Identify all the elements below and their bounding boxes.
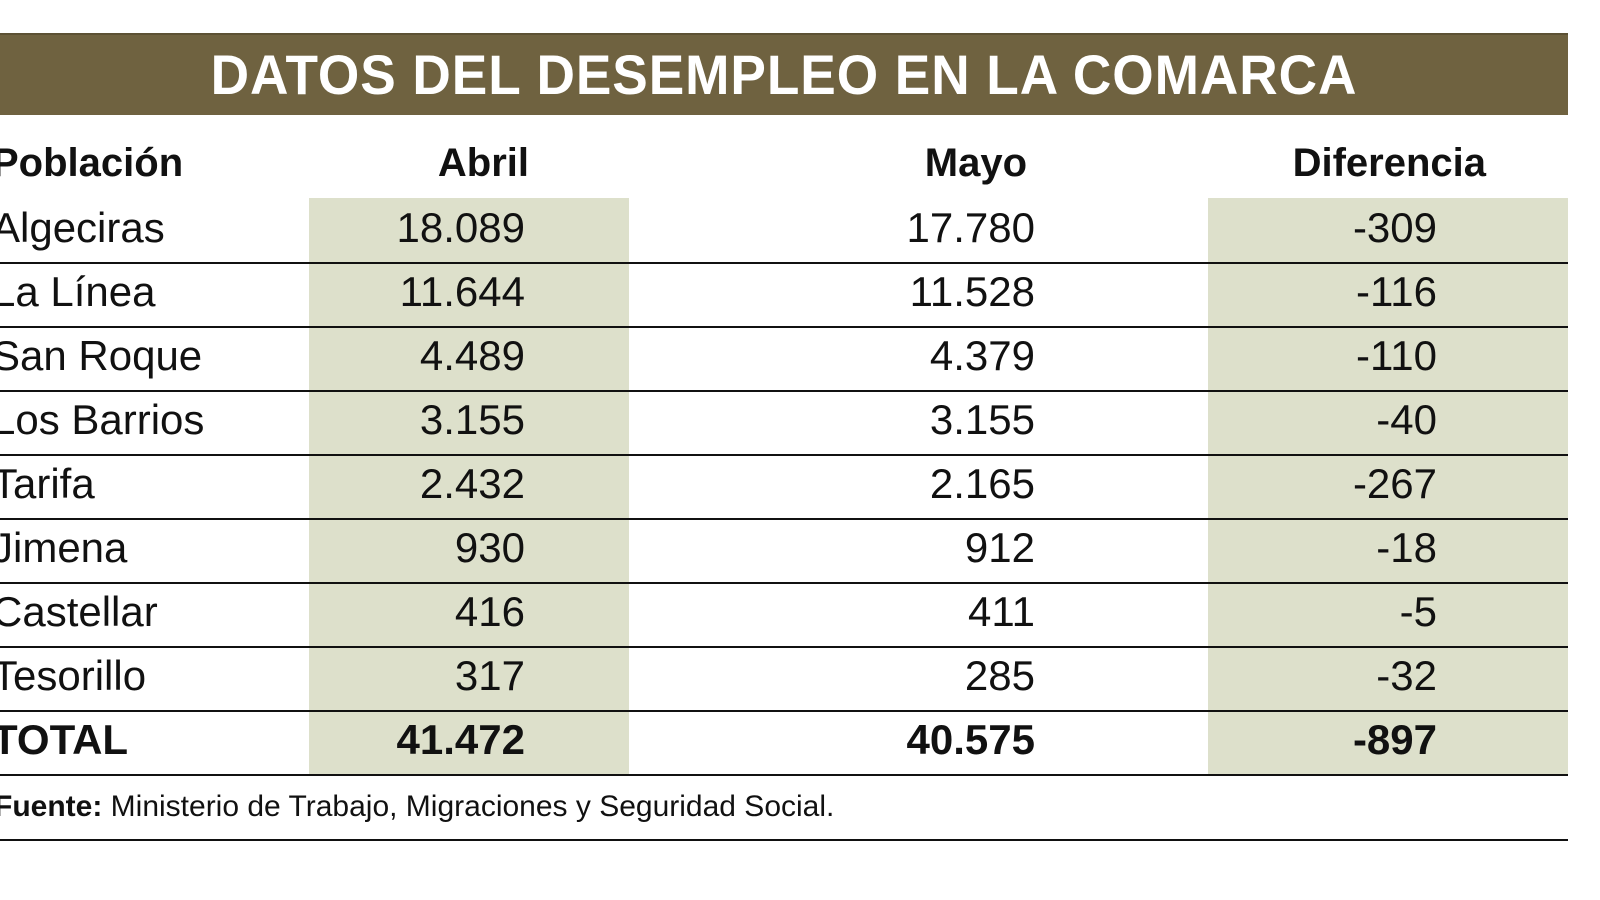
row-abril-cell: 2.432 xyxy=(419,460,525,507)
table-title: DATOS DEL DESEMPLEO EN LA COMARCA xyxy=(210,43,1358,106)
row-divider xyxy=(0,326,1568,328)
row-poblacion-cell: Los Barrios xyxy=(0,396,205,443)
header-mayo: Mayo xyxy=(924,141,1027,185)
total-mayo-cell: 40.575 xyxy=(906,716,1035,763)
title-banner: DATOS DEL DESEMPLEO EN LA COMARCA xyxy=(0,33,1568,115)
row-mayo-cell: 3.155 xyxy=(929,396,1035,443)
row-abril-cell: 317 xyxy=(454,652,525,699)
row-abril-cell: 11.644 xyxy=(399,268,525,315)
row-abril-cell: 3.155 xyxy=(419,396,525,443)
row-mayo-cell: 285 xyxy=(964,652,1035,699)
row-divider xyxy=(0,262,1568,264)
total-diferencia-cell: -897 xyxy=(1352,716,1437,763)
row-diferencia-cell: -309 xyxy=(1352,204,1437,251)
source-note: Fuente: Ministerio de Trabajo, Migracion… xyxy=(0,785,834,829)
row-poblacion-cell: Tesorillo xyxy=(0,652,147,699)
row-diferencia-cell: -5 xyxy=(1399,588,1437,635)
row-diferencia-cell: -110 xyxy=(1356,332,1437,379)
row-mayo-cell: 2.165 xyxy=(929,460,1035,507)
row-abril-cell: 4.489 xyxy=(419,332,525,379)
header-abril: Abril xyxy=(437,141,529,185)
header-poblacion: Población xyxy=(0,141,184,185)
source-label: Fuente: xyxy=(0,790,103,823)
total-abril-cell: 41.472 xyxy=(396,716,525,763)
row-abril-cell: 930 xyxy=(454,524,525,571)
row-divider xyxy=(0,582,1568,584)
row-poblacion-cell: Castellar xyxy=(0,588,158,635)
diferencia-column-shade xyxy=(1208,198,1568,774)
row-divider xyxy=(0,710,1568,712)
row-diferencia-cell: -40 xyxy=(1376,396,1437,443)
row-abril-cell: 416 xyxy=(454,588,525,635)
footer-divider xyxy=(0,839,1568,841)
row-divider xyxy=(0,774,1568,776)
row-diferencia-cell: -116 xyxy=(1356,268,1437,315)
row-diferencia-cell: -18 xyxy=(1376,524,1437,571)
row-mayo-cell: 17.780 xyxy=(906,204,1035,251)
row-poblacion-cell: San Roque xyxy=(0,332,203,379)
row-poblacion-cell: Tarifa xyxy=(0,460,95,507)
row-divider xyxy=(0,390,1568,392)
total-poblacion-cell: TOTAL xyxy=(0,716,129,763)
row-poblacion-cell: Jimena xyxy=(0,524,128,571)
row-diferencia-cell: -267 xyxy=(1352,460,1437,507)
source-text: Ministerio de Trabajo, Migraciones y Seg… xyxy=(102,790,835,823)
abril-column-shade xyxy=(309,198,629,774)
row-mayo-cell: 411 xyxy=(968,588,1035,635)
row-divider xyxy=(0,454,1568,456)
row-mayo-cell: 11.528 xyxy=(909,268,1035,315)
row-divider xyxy=(0,646,1568,648)
row-poblacion-cell: Algeciras xyxy=(0,204,165,251)
row-abril-cell: 18.089 xyxy=(396,204,525,251)
row-divider xyxy=(0,518,1568,520)
row-diferencia-cell: -32 xyxy=(1376,652,1437,699)
row-mayo-cell: 912 xyxy=(964,524,1035,571)
header-diferencia: Diferencia xyxy=(1292,141,1486,185)
row-mayo-cell: 4.379 xyxy=(929,332,1035,379)
row-poblacion-cell: La Línea xyxy=(0,268,156,315)
